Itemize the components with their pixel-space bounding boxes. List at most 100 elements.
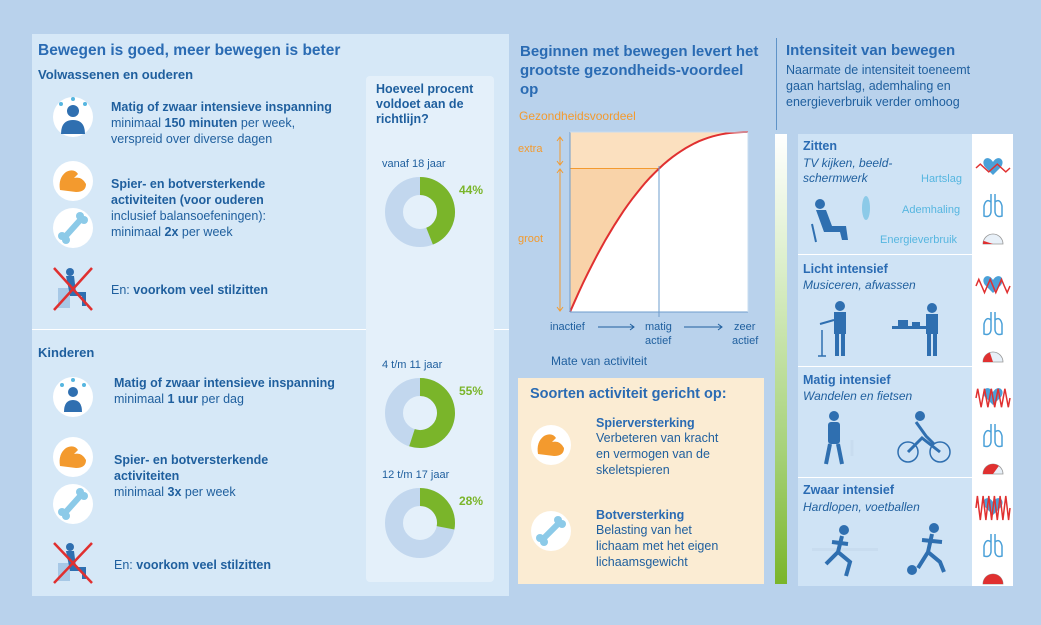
intensity-desc: Naarmate de intensiteit toeneemt gaan ha… bbox=[786, 62, 996, 110]
spier-item: Spierversterking Verbeteren van kracht e… bbox=[596, 416, 756, 478]
gauge-icon bbox=[982, 233, 1004, 245]
level-separator bbox=[798, 366, 1013, 367]
sitting-person-icon bbox=[811, 196, 870, 243]
donut-kids-4-11 bbox=[385, 378, 455, 448]
donut-adults bbox=[385, 177, 455, 247]
adults-item-2-title-cont: activiteiten (voor ouderen bbox=[111, 193, 264, 207]
group-label: 12 t/m 17 jaar bbox=[382, 469, 450, 481]
adults-heading: Volwassenen en ouderen bbox=[38, 67, 194, 82]
percent-value: 44% bbox=[459, 183, 484, 197]
group-label: vanaf 18 jaar bbox=[382, 158, 446, 170]
kids-item-1-line: minimaal 1 uur per dag bbox=[114, 392, 244, 406]
group-label: 4 t/m 11 jaar bbox=[382, 359, 443, 371]
dishwashing-icon bbox=[892, 303, 938, 356]
arrow-1 bbox=[598, 323, 635, 331]
x-tick-zeer: zeer bbox=[734, 321, 756, 333]
bot-heading: Botversterking bbox=[596, 508, 685, 522]
kids-item-2-title: Spier- en botversterkende bbox=[114, 453, 269, 467]
emphasis: voorkom veel stilzitten bbox=[136, 558, 272, 572]
gauge-fill bbox=[982, 463, 999, 474]
y-region-groot: groot bbox=[518, 233, 543, 245]
kids-item-1-title: Matig of zwaar intensieve inspanning bbox=[114, 376, 335, 390]
ecg-line bbox=[975, 277, 1011, 295]
label-hartslag: Hartslag bbox=[921, 173, 962, 185]
physio-icons-matig bbox=[975, 388, 1011, 475]
level-heading-matig: Matig intensief bbox=[803, 373, 891, 387]
level-sub-zwaar: Hardlopen, voetballen bbox=[803, 500, 920, 514]
bot-item: Botversterking Belasting van het lichaam… bbox=[596, 508, 756, 570]
lungs-icon bbox=[983, 424, 1003, 448]
football-player-icon bbox=[907, 523, 946, 575]
desc-line: gaan hartslag, ademhaling en bbox=[786, 79, 951, 93]
adults-item-1-line: verspreid over diverse dagen bbox=[111, 132, 273, 146]
kids-item-2-line: minimaal 3x per week bbox=[114, 485, 236, 499]
x-tick-matig: matig bbox=[645, 321, 672, 333]
benefit-chart: Gezondheidsvoordeel extra groot inactief… bbox=[518, 109, 759, 368]
person-sweat-icon bbox=[53, 377, 93, 417]
arrow-2 bbox=[684, 323, 723, 331]
level-sub-licht: Musiceren, afwassen bbox=[803, 278, 916, 292]
bot-line: Belasting van het bbox=[596, 523, 692, 537]
x-tick-actief: actief bbox=[645, 335, 672, 347]
percent-value: 28% bbox=[459, 494, 484, 508]
lungs-icon bbox=[983, 534, 1003, 558]
muscle-icon bbox=[531, 425, 571, 465]
level-sub-matig: Wandelen en fietsen bbox=[803, 389, 913, 403]
heart-icon bbox=[983, 158, 1003, 175]
kids-item-3: En: voorkom veel stilzitten bbox=[114, 558, 272, 572]
emphasis: 150 minuten bbox=[164, 116, 238, 130]
section-divider bbox=[32, 329, 509, 330]
physio-icons-zwaar bbox=[975, 495, 1011, 585]
level-heading-licht: Licht intensief bbox=[803, 262, 888, 276]
level-heading-zwaar: Zwaar intensief bbox=[803, 483, 894, 497]
donut-segment bbox=[419, 488, 455, 530]
physio-icons-licht bbox=[975, 276, 1011, 363]
activity-types-title: Soorten activiteit gericht op: bbox=[530, 386, 727, 402]
level-separator bbox=[798, 477, 1013, 478]
kids-item-2-title-cont: activiteiten bbox=[114, 469, 180, 483]
ecg-line bbox=[975, 495, 1011, 521]
level-separator bbox=[798, 254, 1013, 255]
extra-bracket bbox=[556, 136, 564, 166]
chart-xlabel: Mate van activiteit bbox=[551, 354, 648, 368]
donut-kids-12-17 bbox=[385, 488, 455, 558]
adults-item-2-line: minimaal 2x per week bbox=[111, 225, 233, 239]
kids-item-2: Spier- en botversterkende activiteiten m… bbox=[114, 452, 354, 500]
x-tick-inactief: inactief bbox=[550, 321, 586, 333]
level-heading-zitten: Zitten bbox=[803, 139, 838, 153]
adults-item-2-line: activiteiten (voor ouderen bbox=[111, 192, 361, 208]
label-ademhaling: Ademhaling bbox=[902, 204, 961, 216]
groot-benefit-area bbox=[570, 168, 659, 312]
adults-item-3: En: voorkom veel stilzitten bbox=[111, 283, 269, 297]
muscle-bone-icon bbox=[53, 437, 93, 524]
no-sitting-icon bbox=[53, 542, 93, 584]
level-sub-line: schermwerk bbox=[803, 171, 868, 185]
walking-person-icon bbox=[824, 411, 854, 465]
lungs-icon bbox=[983, 312, 1003, 336]
level-sub-line: TV kijken, beeld- bbox=[803, 156, 893, 170]
chart-section-title: Beginnen met bewegen levert het grootste… bbox=[520, 43, 759, 98]
lungs-icon bbox=[983, 194, 1003, 218]
label-energieverbruik: Energieverbruik bbox=[880, 234, 958, 246]
bot-line: lichaam met het eigen bbox=[596, 539, 719, 553]
runner-icon bbox=[812, 525, 878, 577]
emphasis: voorkom veel stilzitten bbox=[133, 283, 269, 297]
gauge-fill bbox=[983, 240, 993, 244]
adults-item-1-title: Matig of zwaar intensieve inspanning bbox=[111, 100, 332, 114]
bot-line: lichaamsgewicht bbox=[596, 555, 688, 569]
ecg-line bbox=[975, 163, 1011, 173]
donut-segment bbox=[419, 177, 455, 245]
cyclist-icon bbox=[897, 411, 951, 463]
adults-item-2: Spier- en botversterkende activiteiten (… bbox=[111, 176, 361, 240]
spier-line: Verbeteren van kracht bbox=[596, 431, 719, 445]
no-sitting-icon bbox=[53, 267, 93, 311]
adults-item-1-line: minimaal 150 minuten per week, bbox=[111, 116, 296, 130]
donut-segment bbox=[409, 378, 455, 448]
kids-heading: Kinderen bbox=[38, 345, 95, 360]
desc-line: Naarmate de intensiteit toeneemt bbox=[786, 63, 971, 77]
gauge-fill bbox=[983, 352, 993, 362]
emphasis: 3x bbox=[167, 485, 182, 499]
page-title: Bewegen is goed, meer bewegen is beter bbox=[38, 42, 341, 59]
gauge-fill bbox=[983, 574, 1003, 584]
emphasis: 2x bbox=[164, 225, 179, 239]
